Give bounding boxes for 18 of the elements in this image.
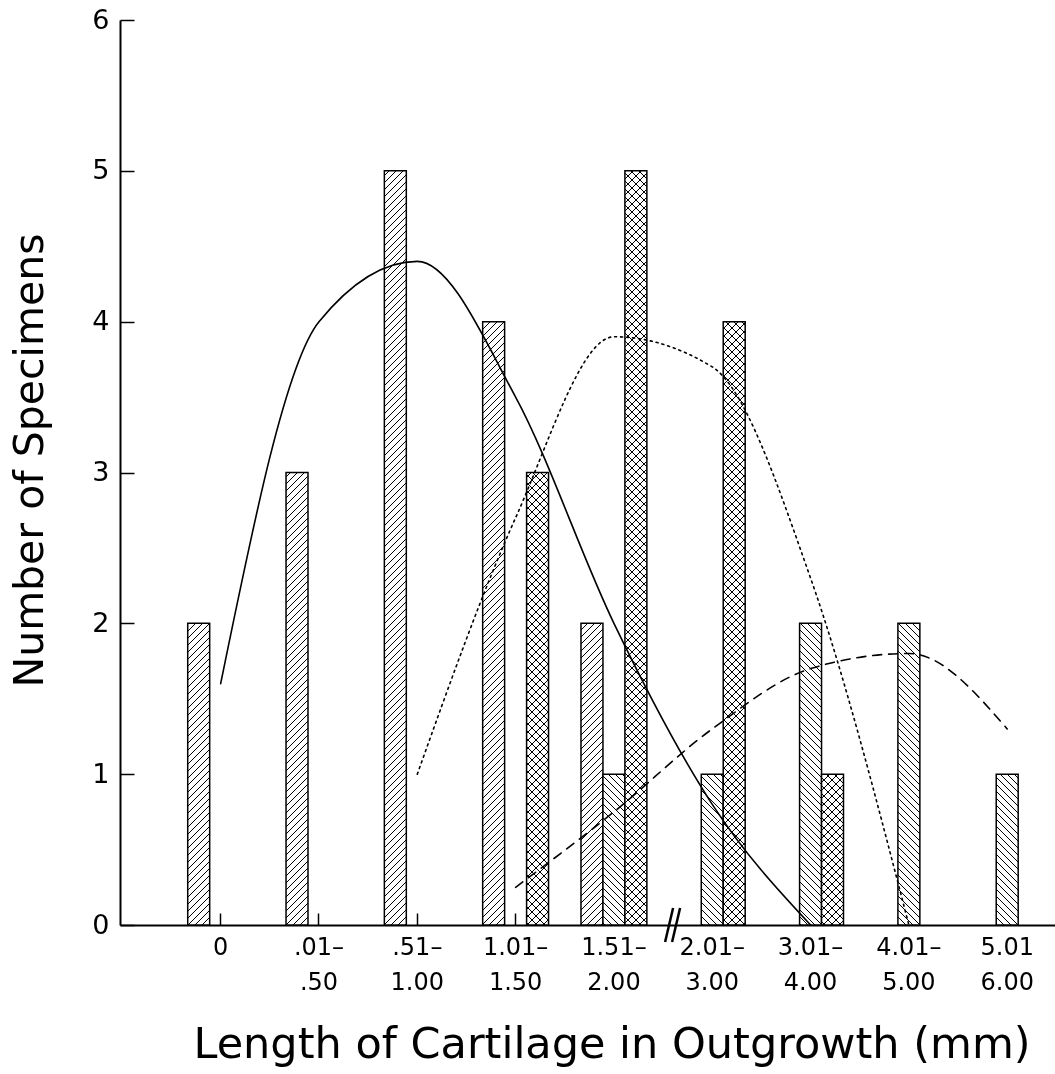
x-tick-label: 2.01– 3.00: [679, 932, 745, 996]
x-tick-label: .51– 1.00: [390, 932, 445, 996]
x-tick-label: 0: [213, 932, 229, 961]
y-axis-title: Number of Specimens: [4, 233, 53, 688]
y-tick-label: 3: [92, 456, 110, 487]
y-tick-label: 6: [92, 3, 110, 35]
x-tick-label: 1.01– 1.50: [482, 932, 549, 996]
x-tick-label: 3.01– 4.00: [777, 932, 844, 996]
y-tick-label: 4: [92, 305, 110, 337]
x-tick-label: 5.01 6.00: [980, 932, 1034, 996]
x-tick-label: 1.51– 2.00: [581, 932, 647, 996]
x-axis-title: Length of Cartilage in Outgrowth (mm): [193, 1017, 1031, 1068]
x-tick-label: 4.01– 5.00: [876, 932, 942, 996]
y-tick-label: 1: [92, 757, 110, 789]
x-tick-label: .01– .50: [293, 932, 345, 996]
y-tick-label: 5: [92, 154, 110, 186]
y-tick-label: 0: [92, 908, 110, 940]
y-tick-label: 2: [92, 606, 110, 638]
